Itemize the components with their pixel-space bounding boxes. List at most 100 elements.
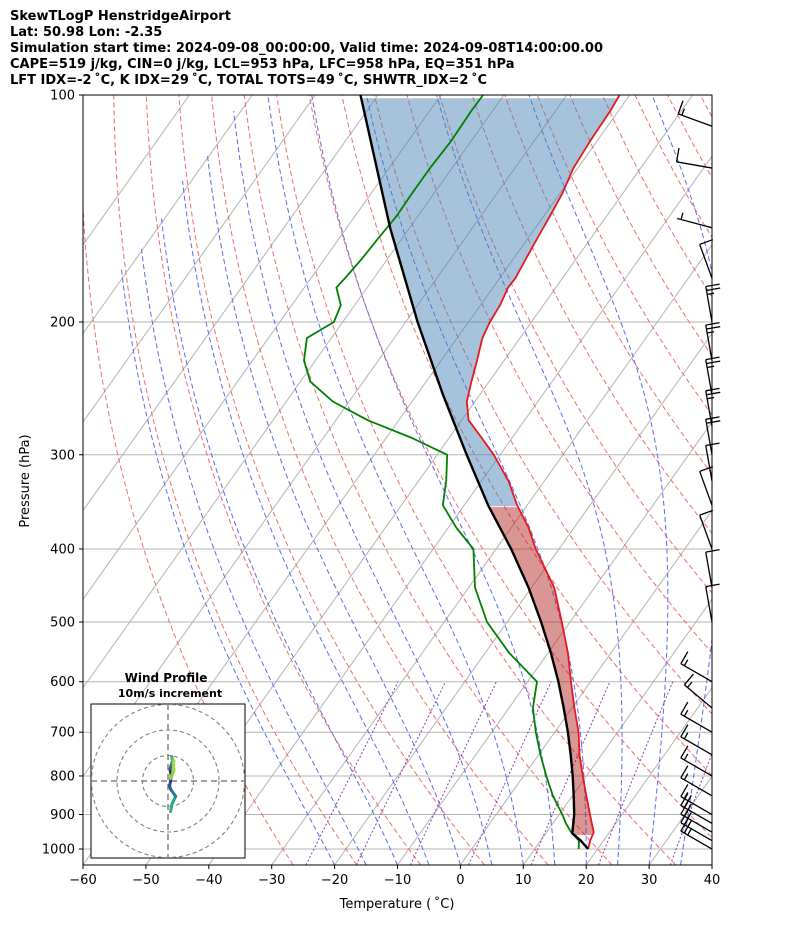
barb-staff [705, 586, 713, 623]
dry-adiabat-line [211, 95, 549, 865]
dry-adiabat-line [243, 95, 613, 865]
wind-barb [705, 442, 720, 482]
isotherm-line [83, 95, 442, 601]
hodograph-title: Wind Profile [125, 671, 208, 685]
moist-adiabat-line [711, 862, 712, 865]
barb-full-feather [680, 701, 689, 715]
isotherm-line [271, 243, 712, 865]
wind-barb [705, 583, 720, 623]
cape-shading [361, 98, 618, 507]
barb-staff [705, 286, 713, 323]
y-tick-label: 300 [50, 448, 75, 463]
isotherm-line [83, 95, 505, 689]
dry-adiabat-line [178, 95, 485, 865]
hodograph-inset: Wind Profile 10m/s increment [90, 671, 246, 859]
mixing-ratio-line [530, 681, 611, 865]
wind-barb [705, 322, 721, 361]
dry-adiabat-line [733, 95, 794, 865]
wind-barb [705, 356, 721, 396]
barb-half-feather [683, 659, 689, 667]
y-tick-label: 200 [50, 315, 75, 330]
title-station: SkewTLogP HenstridgeAirport [10, 9, 231, 24]
dry-adiabat-line [83, 196, 294, 865]
barb-staff [680, 795, 713, 816]
y-tick-label: 800 [50, 769, 75, 784]
wind-barb [677, 100, 713, 127]
y-tick-label: 700 [50, 726, 75, 741]
y-axis-ticks: 1000 900 800 700 600 500 400 300 200 100 [42, 89, 83, 858]
barb-half-feather [707, 331, 715, 334]
x-tick-label: −20 [321, 873, 348, 888]
barb-full-feather [706, 391, 721, 396]
x-tick-label: −30 [258, 873, 285, 888]
moist-adiabat-line [436, 95, 623, 865]
barb-staff [680, 804, 713, 825]
barb-full-feather [699, 466, 714, 473]
barb-full-feather [683, 673, 694, 686]
barb-full-feather [706, 325, 721, 330]
y-tick-label: 400 [50, 542, 75, 557]
moist-adiabat-line [206, 154, 461, 865]
hodograph-subtitle: 10m/s increment [118, 687, 222, 700]
barb-staff [699, 471, 713, 506]
dry-adiabat-line [536, 95, 712, 416]
dry-adiabat-line [145, 95, 422, 865]
wind-barb [680, 745, 713, 777]
title-location: Lat: 50.98 Lon: -2.35 [10, 25, 163, 40]
wind-barb [680, 651, 713, 683]
barb-staff [699, 244, 713, 279]
barb-staff [684, 684, 713, 709]
x-tick-label: 30 [641, 873, 658, 888]
wind-barb [699, 466, 714, 506]
barb-full-feather [683, 795, 692, 808]
barb-full-feather [705, 356, 720, 361]
dry-adiabat-line [113, 95, 358, 865]
wind-barb [699, 239, 714, 279]
cin-shading [489, 507, 594, 835]
dry-adiabat-line [699, 95, 712, 118]
barb-half-feather [680, 212, 684, 220]
barb-staff [677, 217, 713, 229]
isotherm-line [711, 864, 712, 865]
barb-staff [680, 822, 713, 842]
barb-full-feather [705, 583, 720, 588]
barb-half-feather [686, 681, 693, 688]
barb-full-feather [705, 322, 720, 326]
barb-staff [699, 514, 713, 550]
barb-staff [680, 757, 713, 777]
y-tick-label: 100 [50, 89, 75, 104]
isotherm-line [83, 95, 379, 512]
y-tick-label: 500 [50, 616, 75, 631]
y-tick-label: 1000 [42, 843, 75, 858]
wind-barbs [675, 100, 721, 850]
barb-full-feather [706, 420, 721, 424]
wind-barb [705, 387, 721, 427]
wind-barb [680, 765, 713, 797]
chart-title-block: SkewTLogP HenstridgeAirport Lat: 50.98 L… [10, 9, 603, 89]
dry-adiabat-line [765, 95, 794, 865]
barb-staff [680, 830, 713, 850]
barb-full-feather [677, 100, 684, 115]
barb-full-feather [680, 765, 689, 779]
isotherm-line [83, 95, 253, 335]
x-tick-label: 0 [456, 873, 464, 888]
x-tick-label: −10 [384, 873, 411, 888]
barb-staff [705, 390, 713, 427]
barb-staff [680, 813, 713, 833]
barb-staff [680, 663, 713, 683]
isotherm-line [334, 332, 712, 865]
barb-full-feather [680, 651, 689, 665]
isotherm-line [775, 95, 794, 865]
title-cape-stats: CAPE=519 j/kg, CIN=0 j/kg, LCL=953 hPa, … [10, 57, 515, 72]
isotherm-line [459, 509, 712, 865]
barb-staff [705, 551, 713, 588]
hodograph-segment [171, 759, 176, 773]
isotherm-line [83, 95, 190, 246]
dry-adiabat-line [373, 95, 712, 715]
cape-cin-shading [361, 98, 618, 835]
wind-barb [677, 212, 713, 229]
barb-half-feather [681, 108, 685, 116]
barb-half-feather [683, 753, 689, 761]
moist-adiabat-line [141, 248, 367, 865]
barb-half-feather [707, 365, 715, 369]
